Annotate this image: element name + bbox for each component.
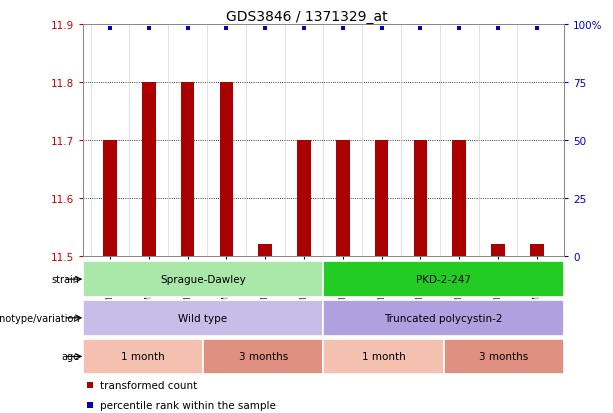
Bar xyxy=(83,339,203,374)
Text: age: age xyxy=(61,351,80,361)
Bar xyxy=(203,339,324,374)
Bar xyxy=(324,262,564,297)
Text: PKD-2-247: PKD-2-247 xyxy=(416,275,471,285)
Bar xyxy=(83,300,324,336)
Bar xyxy=(83,262,324,297)
Text: genotype/variation: genotype/variation xyxy=(0,313,80,323)
Bar xyxy=(530,244,544,256)
Bar xyxy=(324,339,444,374)
Text: percentile rank within the sample: percentile rank within the sample xyxy=(99,400,275,410)
Text: 3 months: 3 months xyxy=(479,351,528,361)
Text: GDS3846 / 1371329_at: GDS3846 / 1371329_at xyxy=(226,10,387,24)
Bar xyxy=(414,140,427,256)
Text: transformed count: transformed count xyxy=(99,380,197,390)
Text: 1 month: 1 month xyxy=(121,351,165,361)
Bar xyxy=(336,140,349,256)
Bar xyxy=(103,140,116,256)
Bar xyxy=(375,140,389,256)
Bar xyxy=(444,339,564,374)
Text: Sprague-Dawley: Sprague-Dawley xyxy=(160,275,246,285)
Bar xyxy=(142,83,156,256)
Text: Truncated polycystin-2: Truncated polycystin-2 xyxy=(384,313,503,323)
Bar xyxy=(491,244,504,256)
Bar xyxy=(181,83,194,256)
Text: strain: strain xyxy=(51,275,80,285)
Bar xyxy=(324,300,564,336)
Text: 3 months: 3 months xyxy=(238,351,288,361)
Bar xyxy=(258,244,272,256)
Bar xyxy=(452,140,466,256)
Text: Wild type: Wild type xyxy=(178,313,227,323)
Bar xyxy=(297,140,311,256)
Text: 1 month: 1 month xyxy=(362,351,405,361)
Bar xyxy=(219,83,233,256)
